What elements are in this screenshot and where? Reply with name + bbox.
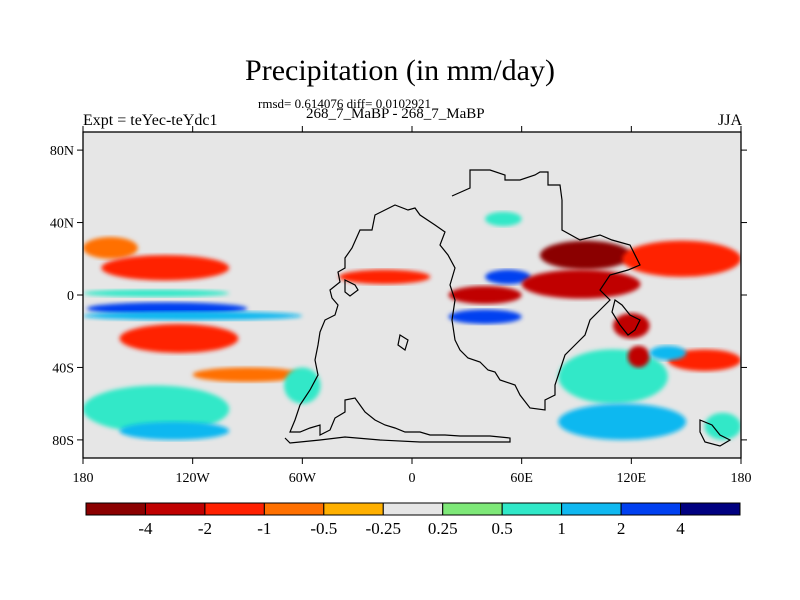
field-region [667, 349, 741, 372]
y-tick-label: 80S [52, 434, 74, 449]
x-tick-label: 60W [289, 471, 317, 486]
x-tick-label: 180 [73, 471, 94, 486]
field-region [558, 349, 668, 404]
field-region [83, 311, 303, 321]
field-region [485, 269, 531, 285]
continent-outline [284, 169, 641, 444]
field-region [485, 211, 522, 227]
field-region [613, 313, 650, 339]
field-region [521, 269, 641, 299]
colorbar-swatch [561, 502, 622, 516]
colorbar-swatch [263, 502, 325, 516]
precipitation-field [83, 211, 741, 440]
x-tick-label: 120W [176, 471, 211, 486]
field-region [627, 345, 650, 368]
colorbar-swatch [144, 502, 206, 516]
y-tick-label: 40S [52, 361, 74, 376]
continent-outline [397, 334, 409, 351]
colorbar-swatch [620, 502, 682, 516]
field-region [192, 367, 303, 382]
colorbar-swatch [323, 502, 384, 516]
colorbar-label: 0.25 [428, 519, 458, 538]
colorbar-swatch [680, 502, 741, 516]
colorbar-label: 4 [676, 519, 685, 538]
field-region [649, 345, 687, 361]
subtitle: 268_7_MaBP - 268_7_MaBP [306, 106, 485, 122]
field-region [704, 412, 741, 440]
colorbar-label: -0.5 [310, 519, 337, 538]
colorbar-label: 1 [557, 519, 566, 538]
y-axis: 80N 40N 0 40S 80S [50, 144, 747, 449]
field-region [558, 403, 687, 440]
colorbar-label: -1 [257, 519, 271, 538]
colorbar-label: 0.5 [492, 519, 513, 538]
continent-outline [611, 298, 641, 336]
y-tick-label: 0 [67, 289, 74, 304]
colorbar-swatch [204, 502, 265, 516]
field-region [338, 269, 431, 285]
colorbar-swatch [442, 502, 503, 516]
colorbar-swatch [85, 502, 146, 516]
y-tick-label: 80N [50, 144, 74, 159]
colorbar-label: -2 [198, 519, 212, 538]
continent-outline [699, 419, 732, 447]
y-tick-label: 40N [50, 217, 74, 232]
season-label: JJA [717, 112, 742, 129]
colorbar: -4 -2 -1 -0.5 -0.25 0.25 0.5 1 2 4 [85, 502, 741, 538]
field-region [119, 421, 230, 440]
field-region [284, 367, 321, 404]
colorbar-swatch [382, 502, 444, 516]
field-region [119, 323, 239, 353]
field-region [83, 385, 230, 433]
field-region [83, 289, 230, 297]
field-region [83, 237, 138, 259]
continent-outline [344, 279, 359, 297]
field-region [448, 309, 522, 324]
colorbar-label: 2 [617, 519, 626, 538]
field-region [622, 240, 741, 277]
field-region [448, 285, 522, 305]
field-region [101, 255, 230, 281]
chart-title: Precipitation (in mm/day) [245, 54, 555, 87]
colorbar-label: -4 [138, 519, 153, 538]
continent-outlines [284, 169, 732, 447]
x-tick-label: 0 [409, 471, 416, 486]
colorbar-swatch [501, 502, 563, 516]
stats-label: rmsd= 0.614076 diff= 0.0102921 [258, 96, 431, 111]
experiment-label: Expt = teYec-teYdc1 [83, 112, 218, 129]
x-tick-label: 180 [731, 471, 752, 486]
field-region [539, 240, 632, 270]
x-axis: 180 120W 60W 0 60E 120E 180 [73, 126, 752, 486]
colorbar-label: -0.25 [366, 519, 401, 538]
x-tick-label: 120E [617, 471, 647, 486]
x-tick-label: 60E [510, 471, 533, 486]
